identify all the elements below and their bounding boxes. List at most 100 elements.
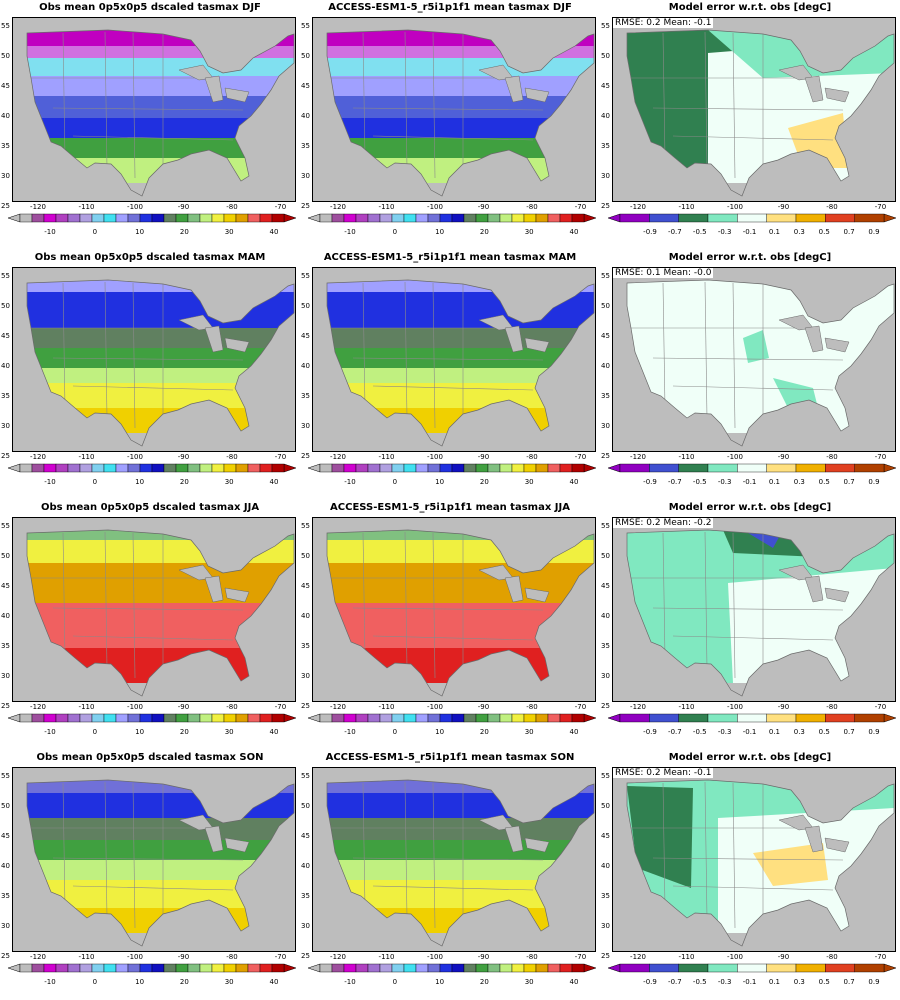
colorbar-swatch [139, 463, 153, 473]
colorbar-label: 10 [135, 228, 145, 236]
colorbar-swatch [499, 213, 513, 223]
colorbar-swatch [678, 713, 709, 723]
lat-tick-label: 35 [1, 892, 10, 900]
colorbar-label: 0.7 [843, 228, 855, 236]
lat-tick-label: 35 [301, 892, 310, 900]
colorbar-swatch [187, 963, 201, 973]
lat-tick-label: 45 [1, 832, 10, 840]
colorbar-swatch [415, 963, 429, 973]
lat-tick-label: 25 [601, 452, 610, 460]
lat-tick-label: 50 [1, 552, 10, 560]
error-map [626, 29, 895, 197]
colorbar-label: 0 [392, 728, 398, 736]
colorbar-swatch [523, 963, 537, 973]
colorbar-swatch [331, 963, 345, 973]
map-frame [12, 267, 296, 452]
colorbar-label: -0.3 [717, 728, 732, 736]
colorbar-label: 0.5 [818, 728, 830, 736]
colorbar-swatch [79, 963, 93, 973]
lat-tick-label: 55 [601, 272, 610, 280]
colorbar-swatch [649, 713, 679, 723]
colorbar-swatch [403, 963, 417, 973]
lat-tick-label: 40 [1, 112, 10, 120]
lat-tick-label: 55 [301, 22, 310, 30]
error-stats: RMSE: 0.2 Mean: -0.2 [613, 518, 714, 528]
colorbar-label: 20 [479, 478, 489, 486]
obs-panel: Obs mean 0p5x0p5 dscaled tasmax SON 55 50 4… [0, 750, 300, 1000]
lat-tick-label: 40 [301, 112, 310, 120]
colorbar-swatch [463, 213, 477, 223]
lat-tick-label: 25 [601, 952, 610, 960]
lat-tick-label: 35 [601, 392, 610, 400]
colorbar-swatch [43, 463, 57, 473]
colorbar-swatch [43, 963, 57, 973]
lon-tick-label: -110 [378, 203, 395, 211]
lon-tick-label: -80 [526, 703, 538, 711]
colorbar-swatch [247, 963, 261, 973]
colorbar-swatch [199, 713, 213, 723]
colorbar-swatch [175, 713, 189, 723]
colorbar-swatch [825, 963, 855, 973]
colorbar-swatch [475, 463, 489, 473]
colorbar [308, 463, 596, 473]
colorbar-swatch [175, 213, 189, 223]
colorbar-swatch [355, 463, 369, 473]
colorbar-swatch [854, 713, 885, 723]
colorbar-swatch [439, 713, 453, 723]
lat-tick-label: 55 [301, 522, 310, 530]
colorbar-swatch [115, 713, 129, 723]
error-panel: Model error w.r.t. obs [degC] RMSE: 0.2 M… [600, 0, 900, 250]
colorbar-label: 0 [92, 728, 98, 736]
colorbar-swatch [211, 713, 225, 723]
lat-tick-label: 45 [601, 332, 610, 340]
lon-tick-label: -70 [874, 703, 887, 711]
lat-tick-label: 30 [601, 172, 610, 180]
colorbar-swatch [19, 713, 33, 723]
colorbar [8, 963, 296, 973]
colorbar-swatch [259, 963, 273, 973]
colorbar-label: 20 [479, 228, 489, 236]
lat-tick-label: 40 [301, 612, 310, 620]
lat-tick-label: 50 [1, 302, 10, 310]
colorbar-swatch [271, 713, 285, 723]
colorbar-swatch [31, 963, 45, 973]
colorbar-label: 0.7 [843, 978, 855, 986]
colorbar-swatch [139, 713, 153, 723]
colorbar-swatch [43, 713, 57, 723]
colorbar-swatch [79, 213, 93, 223]
colorbar-swatch [511, 463, 525, 473]
colorbar-swatch [499, 463, 513, 473]
colorbar-swatch [737, 713, 767, 723]
colorbar-swatch [391, 463, 405, 473]
colorbar-swatch [707, 963, 738, 973]
colorbar-swatch [115, 463, 129, 473]
colorbar-swatch [559, 463, 573, 473]
colorbar-label: 40 [269, 978, 279, 986]
lon-tick-label: -110 [678, 453, 695, 461]
lon-tick-label: -120 [330, 703, 346, 711]
lon-tick-label: -90 [177, 703, 190, 711]
panel-title: Model error w.r.t. obs [degC] [668, 2, 832, 13]
colorbar-swatch [535, 713, 549, 723]
lat-tick-label: 25 [1, 202, 10, 210]
lon-tick-label: -90 [777, 703, 790, 711]
colorbar-label: 40 [569, 728, 579, 736]
map-frame [312, 767, 596, 952]
colorbar-swatch [67, 463, 81, 473]
colorbar-swatch [235, 463, 249, 473]
colorbar-label: 0.3 [793, 228, 805, 236]
colorbar-swatch [559, 213, 573, 223]
colorbar-swatch [19, 963, 33, 973]
lat-tick-label: 25 [1, 452, 10, 460]
panel-title: Obs mean 0p5x0p5 dscaled tasmax DJF [39, 2, 261, 13]
colorbar-swatch [43, 213, 57, 223]
colorbar-label: -0.9 [643, 478, 657, 486]
lon-tick-label: -100 [727, 453, 743, 461]
colorbar-label: 20 [179, 728, 189, 736]
colorbar-swatch [55, 213, 69, 223]
colorbar-swatch [523, 213, 537, 223]
colorbar-swatch [367, 963, 381, 973]
colorbar-label: 10 [135, 478, 145, 486]
colorbar-swatch [403, 713, 417, 723]
